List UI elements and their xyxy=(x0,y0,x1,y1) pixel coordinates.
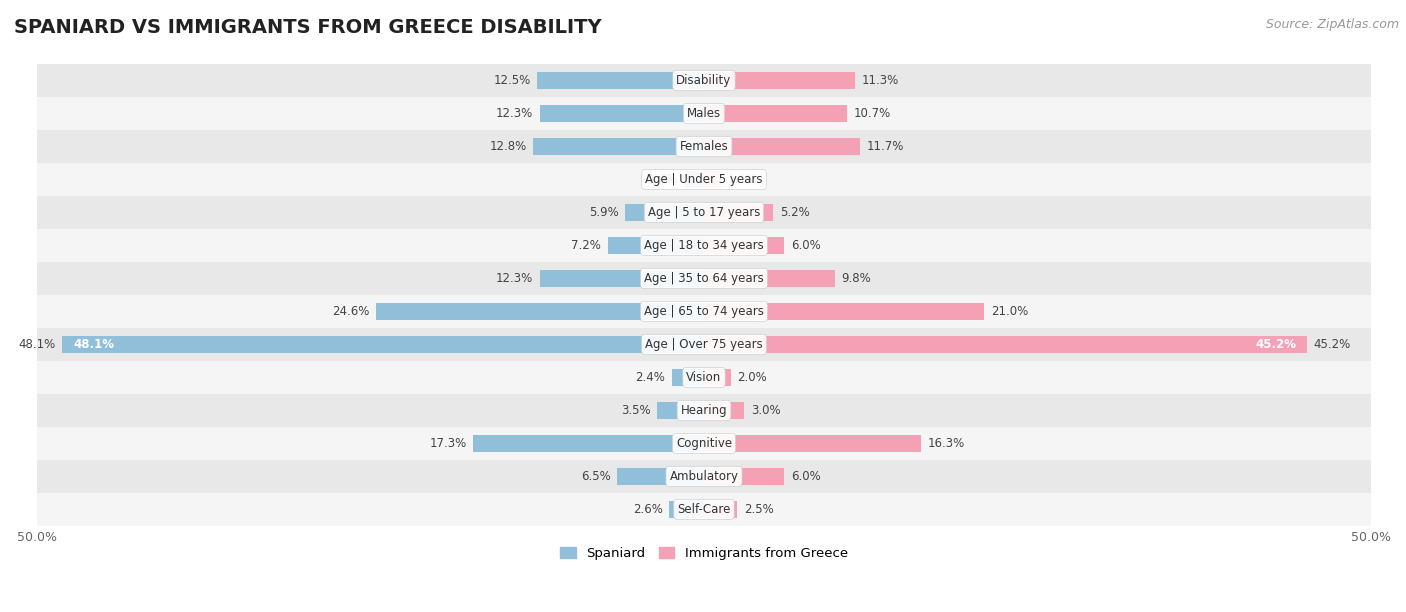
Text: 1.4%: 1.4% xyxy=(648,173,679,186)
Text: 2.5%: 2.5% xyxy=(744,503,773,516)
Text: 5.9%: 5.9% xyxy=(589,206,619,219)
Bar xyxy=(704,237,785,254)
Bar xyxy=(37,493,1371,526)
Bar xyxy=(37,328,1371,361)
Bar xyxy=(617,468,704,485)
Bar xyxy=(704,138,860,155)
Text: 45.2%: 45.2% xyxy=(1313,338,1351,351)
Bar xyxy=(704,72,855,89)
Bar xyxy=(540,270,704,287)
Text: 5.2%: 5.2% xyxy=(780,206,810,219)
Bar xyxy=(704,369,731,386)
Text: 12.3%: 12.3% xyxy=(496,272,533,285)
Text: 7.2%: 7.2% xyxy=(571,239,602,252)
Text: Age | Over 75 years: Age | Over 75 years xyxy=(645,338,763,351)
Bar xyxy=(626,204,704,221)
Text: 21.0%: 21.0% xyxy=(991,305,1028,318)
Bar xyxy=(37,394,1371,427)
Bar xyxy=(704,336,1308,353)
Legend: Spaniard, Immigrants from Greece: Spaniard, Immigrants from Greece xyxy=(554,542,853,565)
Text: 6.5%: 6.5% xyxy=(581,470,610,483)
Text: 10.7%: 10.7% xyxy=(853,107,890,120)
Bar xyxy=(672,369,704,386)
Bar xyxy=(37,97,1371,130)
Text: 6.0%: 6.0% xyxy=(790,470,821,483)
Bar xyxy=(537,72,704,89)
Bar xyxy=(607,237,704,254)
Text: 48.1%: 48.1% xyxy=(18,338,56,351)
Text: Age | 18 to 34 years: Age | 18 to 34 years xyxy=(644,239,763,252)
Text: Source: ZipAtlas.com: Source: ZipAtlas.com xyxy=(1265,18,1399,31)
Bar xyxy=(704,171,721,188)
Bar xyxy=(540,105,704,122)
Bar xyxy=(533,138,704,155)
Text: 11.7%: 11.7% xyxy=(866,140,904,153)
Bar xyxy=(704,468,785,485)
Text: 11.3%: 11.3% xyxy=(862,74,898,87)
Text: 2.6%: 2.6% xyxy=(633,503,662,516)
Bar xyxy=(704,402,744,419)
Text: Ambulatory: Ambulatory xyxy=(669,470,738,483)
Text: Hearing: Hearing xyxy=(681,404,727,417)
Bar xyxy=(37,295,1371,328)
Text: 12.3%: 12.3% xyxy=(496,107,533,120)
Bar xyxy=(37,130,1371,163)
Text: Females: Females xyxy=(679,140,728,153)
Text: Age | 65 to 74 years: Age | 65 to 74 years xyxy=(644,305,763,318)
Text: 45.2%: 45.2% xyxy=(1256,338,1296,351)
Text: 1.3%: 1.3% xyxy=(728,173,758,186)
Text: 6.0%: 6.0% xyxy=(790,239,821,252)
Bar xyxy=(375,303,704,320)
Bar xyxy=(704,270,835,287)
Bar xyxy=(37,361,1371,394)
Text: 24.6%: 24.6% xyxy=(332,305,370,318)
Bar xyxy=(704,435,921,452)
Bar xyxy=(704,303,984,320)
Text: Age | Under 5 years: Age | Under 5 years xyxy=(645,173,762,186)
Bar xyxy=(658,402,704,419)
Bar xyxy=(669,501,704,518)
Text: Self-Care: Self-Care xyxy=(678,503,731,516)
Bar xyxy=(474,435,704,452)
Text: Age | 35 to 64 years: Age | 35 to 64 years xyxy=(644,272,763,285)
Bar xyxy=(685,171,704,188)
Bar xyxy=(37,64,1371,97)
Text: 12.8%: 12.8% xyxy=(489,140,527,153)
Text: SPANIARD VS IMMIGRANTS FROM GREECE DISABILITY: SPANIARD VS IMMIGRANTS FROM GREECE DISAB… xyxy=(14,18,602,37)
Text: Vision: Vision xyxy=(686,371,721,384)
Text: Males: Males xyxy=(688,107,721,120)
Text: Age | 5 to 17 years: Age | 5 to 17 years xyxy=(648,206,761,219)
Text: 48.1%: 48.1% xyxy=(73,338,114,351)
Text: 3.0%: 3.0% xyxy=(751,404,780,417)
Text: 2.0%: 2.0% xyxy=(737,371,768,384)
Bar xyxy=(37,262,1371,295)
Bar xyxy=(37,163,1371,196)
Text: 16.3%: 16.3% xyxy=(928,437,966,450)
Bar xyxy=(704,501,737,518)
Text: 2.4%: 2.4% xyxy=(636,371,665,384)
Bar xyxy=(704,204,773,221)
Bar xyxy=(37,460,1371,493)
Bar xyxy=(704,105,846,122)
Text: Cognitive: Cognitive xyxy=(676,437,733,450)
Text: 17.3%: 17.3% xyxy=(429,437,467,450)
Bar xyxy=(37,427,1371,460)
Text: 9.8%: 9.8% xyxy=(841,272,872,285)
Bar xyxy=(37,229,1371,262)
Text: 12.5%: 12.5% xyxy=(494,74,530,87)
Bar xyxy=(62,336,704,353)
Text: Disability: Disability xyxy=(676,74,731,87)
Text: 3.5%: 3.5% xyxy=(621,404,651,417)
Bar xyxy=(37,196,1371,229)
